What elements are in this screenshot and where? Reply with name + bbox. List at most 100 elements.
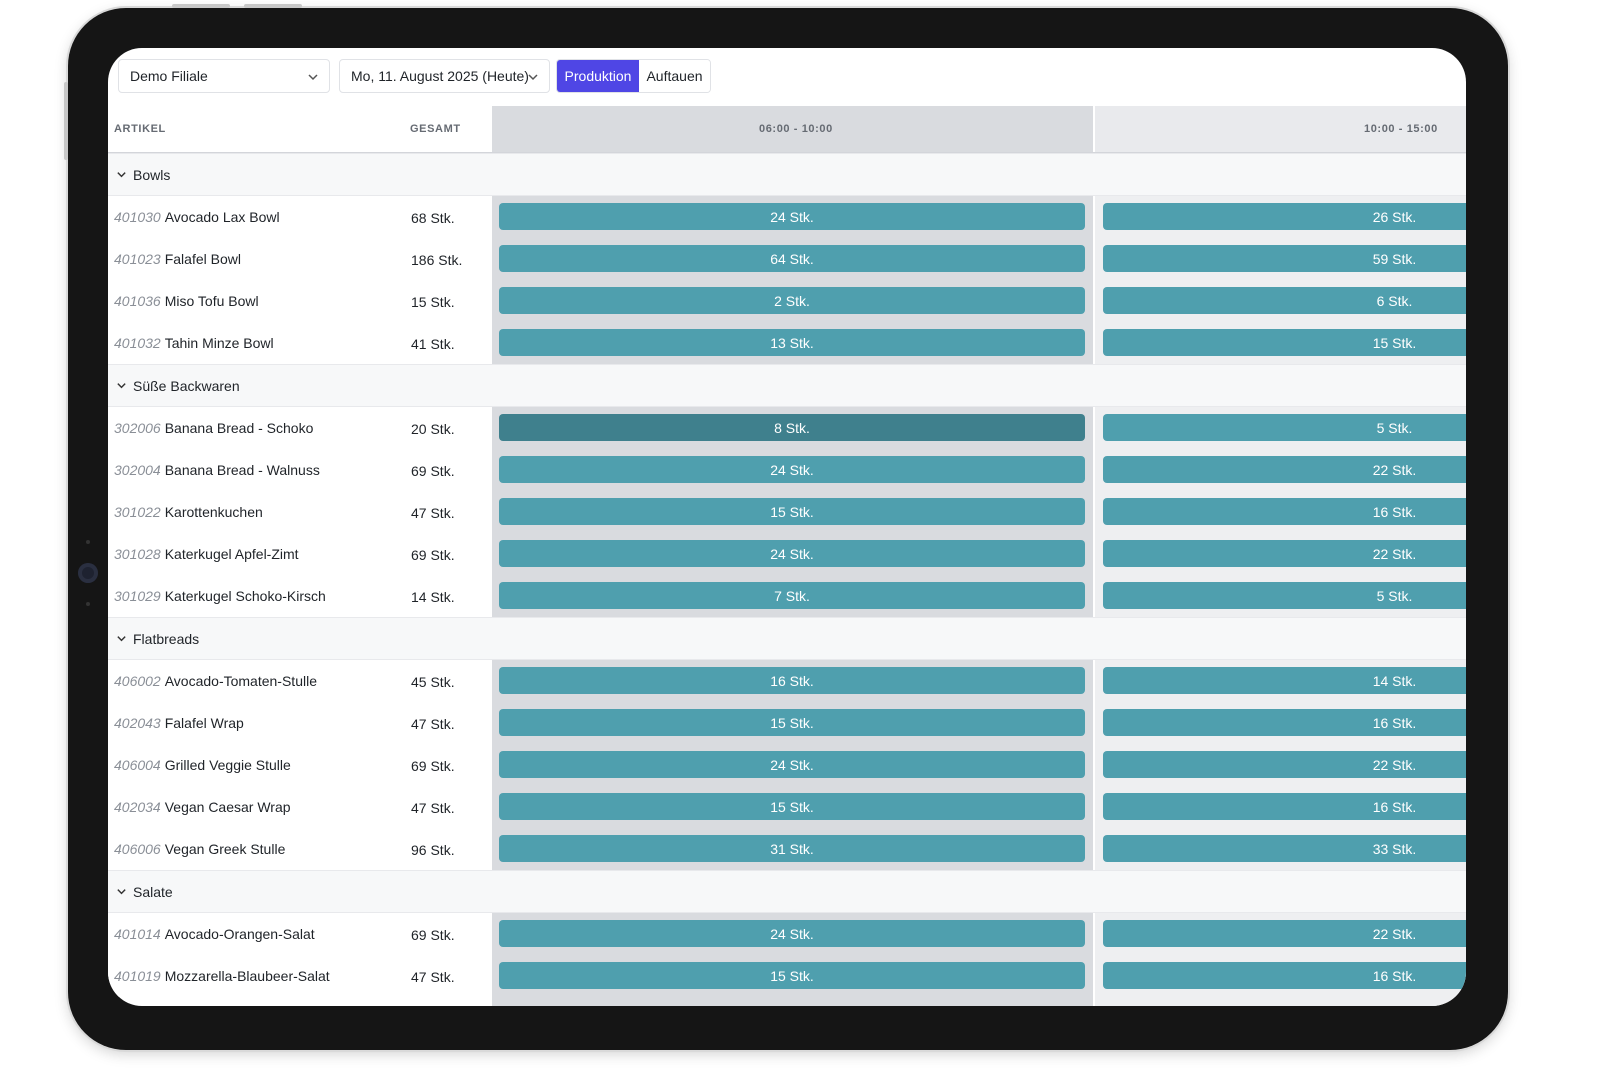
slot-1-quantity-bar[interactable]: 16 Stk.: [499, 667, 1085, 694]
camera-icon: [78, 563, 98, 583]
store-select[interactable]: Demo Filiale: [118, 59, 330, 93]
slot-1-quantity-bar[interactable]: 64 Stk.: [499, 245, 1085, 272]
slot-2-quantity-bar[interactable]: 22 Stk.: [1103, 751, 1466, 778]
slot-2-quantity: 16 Stk.: [1372, 967, 1417, 984]
slot-1-quantity: 24 Stk.: [770, 461, 814, 478]
slot-2-quantity: 26 Stk.: [1372, 208, 1417, 225]
group-row[interactable]: Flatbreads: [108, 617, 1466, 660]
tab-auftauen[interactable]: Auftauen: [639, 60, 710, 92]
table-row: 302006 Banana Bread - Schoko 20 Stk. 8 Stk.…: [108, 407, 1466, 449]
slot-1-quantity-bar[interactable]: 24 Stk.: [499, 456, 1085, 483]
table-row: 401030 Avocado Lax Bowl 68 Stk. 24 Stk. 26 S…: [108, 196, 1466, 238]
tab-produktion[interactable]: Produktion: [557, 60, 639, 92]
header-divider: [108, 152, 1466, 153]
group-name: Flatbreads: [133, 630, 200, 647]
table-row: 401036 Miso Tofu Bowl 15 Stk. 2 Stk. 6 Stk.: [108, 280, 1466, 322]
slot-1-quantity-bar[interactable]: 13 Stk.: [499, 329, 1085, 356]
slot-1-quantity-bar[interactable]: 31 Stk.: [499, 835, 1085, 862]
group-name: Salate: [133, 883, 173, 900]
article-code: 301022: [114, 504, 161, 520]
table-row: 401014 Avocado-Orangen-Salat 69 Stk. 24 Stk…: [108, 913, 1466, 955]
slot-2-quantity-bar[interactable]: 22 Stk.: [1103, 540, 1466, 567]
slot-2-quantity-bar[interactable]: 14 Stk.: [1103, 667, 1466, 694]
slot-1-quantity-bar[interactable]: 24 Stk.: [499, 920, 1085, 947]
article-cell: 401032 Tahin Minze Bowl: [108, 322, 492, 364]
table-row: 406002 Avocado-Tomaten-Stulle 45 Stk. 16 St…: [108, 660, 1466, 702]
slot-1-quantity: 64 Stk.: [770, 250, 814, 267]
article-cell: 401023 Falafel Bowl: [108, 238, 492, 280]
column-header-slot-1: 06:00 - 10:00: [759, 123, 833, 135]
slot-1-quantity: 16 Stk.: [770, 672, 814, 689]
slot-2-quantity-bar[interactable]: 59 Stk.: [1103, 245, 1466, 272]
slot-1-quantity: 8 Stk.: [774, 419, 810, 436]
group-row[interactable]: Salate: [108, 870, 1466, 913]
slot-2-quantity-bar[interactable]: 22 Stk.: [1103, 456, 1466, 483]
slot-2-quantity-bar[interactable]: 33 Stk.: [1103, 835, 1466, 862]
slot-2-quantity-bar[interactable]: 5 Stk.: [1103, 582, 1466, 609]
article-cell: 302006 Banana Bread - Schoko: [108, 407, 492, 449]
article-name: Tahin Minze Bowl: [164, 335, 274, 351]
article-name: Vegan Greek Stulle: [164, 841, 286, 857]
chevron-down-icon: [117, 636, 126, 642]
slot-2-quantity-bar[interactable]: 26 Stk.: [1103, 203, 1466, 230]
article-code: 406002: [114, 673, 161, 689]
date-select[interactable]: Mo, 11. August 2025 (Heute): [339, 59, 550, 93]
article-total: 69 Stk.: [411, 758, 455, 774]
article-cell: 402034 Vegan Caesar Wrap: [108, 786, 492, 828]
table-row: 301028 Katerkugel Apfel-Zimt 69 Stk. 24 Stk…: [108, 533, 1466, 575]
article-code: 302006: [114, 420, 161, 436]
slot-1-quantity: 15 Stk.: [770, 967, 814, 984]
slot-1-quantity-bar[interactable]: 15 Stk.: [499, 962, 1085, 989]
slot-2-quantity-bar[interactable]: 16 Stk.: [1103, 962, 1466, 989]
slot-1-quantity-bar[interactable]: 15 Stk.: [499, 709, 1085, 736]
power-button: [244, 4, 302, 8]
slot-1-quantity: 15 Stk.: [770, 503, 814, 520]
article-name: Vegan Caesar Wrap: [164, 799, 291, 815]
slot-2-quantity: 15 Stk.: [1372, 334, 1417, 351]
article-name: Miso Tofu Bowl: [164, 293, 259, 309]
slot-2-quantity: 16 Stk.: [1372, 714, 1417, 731]
article-cell: 401019 Mozzarella-Blaubeer-Salat: [108, 955, 492, 997]
sensor-dot: [86, 540, 90, 544]
slot-2-quantity-bar[interactable]: 16 Stk.: [1103, 709, 1466, 736]
group-row[interactable]: Süße Backwaren: [108, 364, 1466, 407]
article-cell: 406004 Grilled Veggie Stulle: [108, 744, 492, 786]
article-code: 401032: [114, 335, 161, 351]
slot-1-quantity: 31 Stk.: [770, 840, 814, 857]
slot-1-quantity-bar[interactable]: 24 Stk.: [499, 751, 1085, 778]
slot-1-quantity: 24 Stk.: [770, 208, 814, 225]
slot-2-quantity-bar[interactable]: 6 Stk.: [1103, 287, 1466, 314]
slot-2-quantity-bar[interactable]: 16 Stk.: [1103, 793, 1466, 820]
slot-1-quantity-bar[interactable]: 24 Stk.: [499, 540, 1085, 567]
group-row[interactable]: Bowls: [108, 153, 1466, 196]
slot-1-quantity: 24 Stk.: [770, 545, 814, 562]
slot-2-quantity-bar[interactable]: 15 Stk.: [1103, 329, 1466, 356]
article-name: Avocado-Orangen-Salat: [164, 926, 315, 942]
article-cell: 401030 Avocado Lax Bowl: [108, 196, 492, 238]
slot-1-quantity-bar[interactable]: 8 Stk.: [499, 414, 1085, 441]
article-total: 186 Stk.: [411, 252, 463, 268]
slot-2-quantity: 22 Stk.: [1372, 756, 1417, 773]
article-cell: 301022 Karottenkuchen: [108, 491, 492, 533]
article-total: 20 Stk.: [411, 421, 455, 437]
table-row: 401019 Mozzarella-Blaubeer-Salat 47 Stk. 15…: [108, 955, 1466, 997]
slot-2-quantity-bar[interactable]: 5 Stk.: [1103, 414, 1466, 441]
slot-1-quantity-bar[interactable]: 2 Stk.: [499, 287, 1085, 314]
column-header-article: ARTIKEL: [114, 123, 166, 135]
slot-1-quantity-bar[interactable]: 24 Stk.: [499, 203, 1085, 230]
article-cell: 301029 Katerkugel Schoko-Kirsch: [108, 575, 492, 617]
article-total: 14 Stk.: [411, 589, 455, 605]
article-total: 15 Stk.: [411, 294, 455, 310]
table-row: 401032 Tahin Minze Bowl 41 Stk. 13 Stk. 15 S…: [108, 322, 1466, 364]
slot-1-quantity-bar[interactable]: 7 Stk.: [499, 582, 1085, 609]
article-name: Banana Bread - Walnuss: [164, 462, 320, 478]
slot-2-quantity-bar[interactable]: 22 Stk.: [1103, 920, 1466, 947]
column-header-slot-2: 10:00 - 15:00: [1364, 123, 1438, 135]
table-row: 401023 Falafel Bowl 186 Stk. 64 Stk. 59 Stk.: [108, 238, 1466, 280]
slot-1-quantity-bar[interactable]: 15 Stk.: [499, 498, 1085, 525]
slot-2-quantity-bar[interactable]: 16 Stk.: [1103, 498, 1466, 525]
slot-1-quantity-bar[interactable]: 15 Stk.: [499, 793, 1085, 820]
chevron-down-icon: [308, 74, 318, 81]
article-total: 41 Stk.: [411, 336, 455, 352]
slot-2-quantity: 22 Stk.: [1372, 925, 1417, 942]
